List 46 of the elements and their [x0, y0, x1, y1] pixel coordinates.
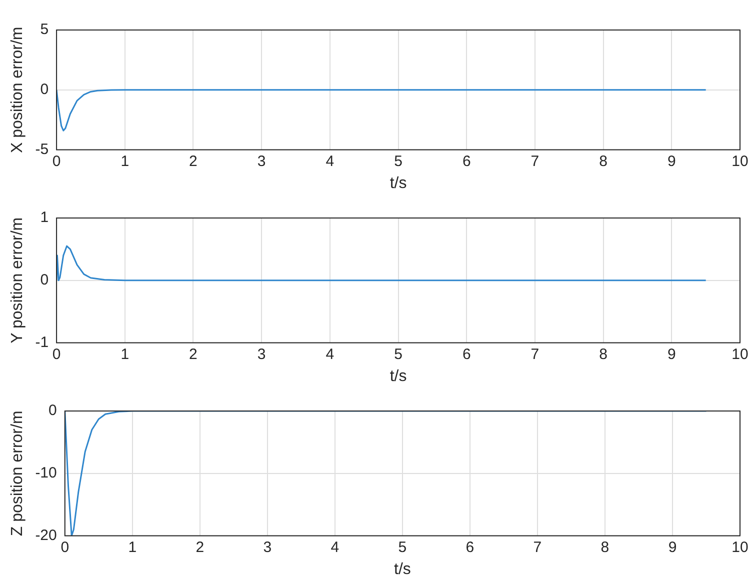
- y-tick-label: 5: [40, 21, 49, 38]
- x-tick-label: 2: [189, 152, 198, 170]
- x-tick-label: 8: [599, 152, 608, 170]
- y-axis-title: X position error/m: [9, 26, 26, 154]
- x-tick-label: 9: [667, 152, 676, 170]
- x-tick-label: 9: [667, 346, 676, 363]
- x-tick-label: 7: [530, 346, 540, 363]
- x-tick-label: 5: [398, 538, 407, 556]
- x-axis-title: t/s: [390, 174, 407, 192]
- x-tick-label: 4: [330, 538, 340, 556]
- x-tick-label: 3: [257, 346, 266, 363]
- x-tick-label: 8: [600, 538, 610, 556]
- y-tick-label: 0: [48, 402, 57, 420]
- y-tick-label: -20: [35, 526, 57, 544]
- x-tick-label: 3: [263, 538, 272, 556]
- x-tick-label: 1: [128, 538, 137, 556]
- x-tick-label: 10: [732, 152, 748, 170]
- x-tick-label: 2: [196, 538, 204, 556]
- x-tick-label: 1: [120, 346, 130, 363]
- x-tick-label: 6: [462, 346, 471, 363]
- x-tick-label: 6: [462, 152, 471, 170]
- x-tick-label: 10: [732, 346, 748, 363]
- y-tick-label: -5: [35, 140, 49, 158]
- y-tick-label: 0: [40, 81, 49, 98]
- y-tick-label: -1: [35, 334, 49, 351]
- y-tick-label: 0: [40, 272, 49, 289]
- y-axis-title: Y position error/m: [9, 217, 26, 344]
- x-axis-title: t/s: [390, 368, 407, 385]
- x-tick-label: 6: [466, 538, 474, 556]
- y-tick-label: 1: [40, 209, 49, 226]
- x-tick-label: 1: [120, 152, 130, 170]
- x-axis-title: t/s: [394, 560, 411, 578]
- y-axis-title: Z position error/m: [9, 410, 26, 536]
- x-tick-label: 3: [257, 152, 266, 170]
- x-tick-label: 8: [599, 346, 608, 363]
- x-tick-label: 2: [189, 346, 198, 363]
- x-tick-label: 4: [326, 346, 334, 363]
- x-tick-label: 4: [326, 152, 334, 170]
- x-tick-label: 10: [732, 538, 748, 556]
- x-tick-label: 7: [533, 538, 542, 556]
- x-tick-label: 5: [394, 152, 402, 170]
- x-tick-label: 9: [668, 538, 677, 556]
- x-tick-label: 7: [530, 152, 540, 170]
- x-tick-label: 0: [60, 538, 70, 556]
- y-tick-label: -10: [35, 464, 57, 482]
- x-tick-label: 5: [394, 346, 402, 363]
